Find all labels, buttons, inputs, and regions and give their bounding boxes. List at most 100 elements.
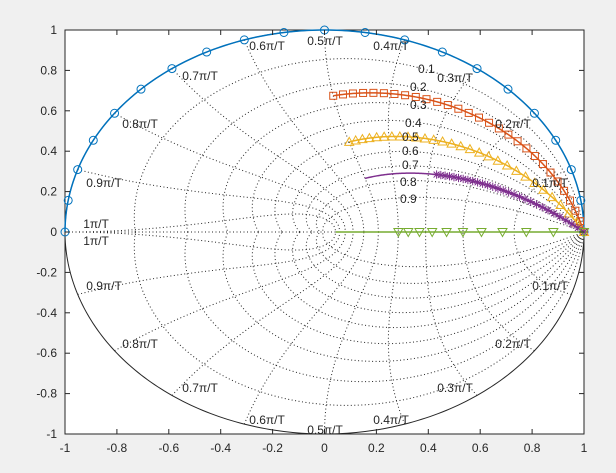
data-point	[509, 190, 519, 199]
data-point	[526, 197, 535, 206]
data-point	[503, 84, 513, 94]
data-point	[546, 191, 558, 202]
series-layer	[60, 25, 590, 238]
wn-label-upper: 0.9π/T	[86, 176, 122, 190]
data-point	[455, 140, 467, 151]
wn-label-lower: 0.3π/T	[437, 381, 473, 395]
data-point	[472, 64, 482, 74]
y-tick-label: 0.4	[40, 144, 57, 158]
data-point	[454, 173, 463, 183]
zeta-curve-upper	[305, 165, 585, 233]
wn-curve-lower	[513, 231, 572, 295]
x-tick-label: 1	[581, 441, 588, 455]
wn-label-lower: 0.7π/T	[182, 381, 218, 395]
data-point	[359, 88, 368, 97]
wn-label-upper: 0.7π/T	[182, 69, 218, 83]
wn-label-upper: 0.6π/T	[249, 39, 285, 53]
data-point	[110, 108, 120, 118]
data-point	[548, 228, 559, 238]
data-point	[560, 186, 569, 195]
data-point	[432, 170, 441, 179]
data-point	[476, 228, 487, 238]
y-tick-label: -0.6	[36, 346, 57, 360]
data-point	[239, 35, 249, 45]
data-point	[522, 144, 531, 153]
wn-curve-upper	[171, 68, 354, 233]
data-point	[463, 175, 473, 185]
data-point	[529, 177, 540, 187]
x-tick-label: 0.8	[524, 441, 541, 455]
data-point	[348, 89, 357, 98]
data-point	[530, 151, 539, 160]
data-point	[555, 199, 566, 210]
data-point	[573, 223, 583, 233]
data-point	[566, 196, 575, 205]
data-point	[492, 155, 504, 165]
y-tick-label: -0.4	[36, 306, 57, 320]
wn-label-lower: 0.9π/T	[86, 279, 122, 293]
y-tick-label: -0.8	[36, 387, 57, 401]
data-point	[464, 143, 476, 154]
wn-label-lower: 1π/T	[83, 234, 109, 248]
data-point	[483, 150, 494, 161]
x-tick-label: 0	[321, 441, 328, 455]
y-tick-label: -0.2	[36, 265, 57, 279]
data-point	[513, 137, 522, 146]
wn-label-upper: 0.5π/T	[307, 34, 343, 48]
data-point	[379, 89, 388, 98]
zeta-curve-lower	[222, 231, 585, 362]
data-point	[443, 101, 452, 110]
zeta-curve-lower	[133, 231, 585, 406]
data-point	[73, 165, 83, 175]
zeta-label: 0.7	[402, 158, 419, 172]
data-point	[390, 89, 399, 98]
data-point	[485, 118, 494, 127]
zeta-curve-upper	[133, 58, 585, 233]
wn-label-lower: 0.4π/T	[373, 413, 409, 427]
data-point	[279, 27, 289, 37]
data-point	[555, 212, 565, 221]
data-point	[394, 130, 406, 141]
data-point	[483, 180, 492, 190]
data-point	[63, 195, 73, 205]
data-point	[494, 124, 503, 133]
data-point	[561, 216, 571, 225]
data-point	[571, 206, 580, 215]
data-point	[371, 131, 382, 142]
zeta-label: 0.9	[400, 192, 417, 206]
data-point	[433, 97, 442, 106]
data-point	[428, 134, 440, 144]
zeta-curve-upper	[184, 81, 585, 233]
axis-ticks: -1 -0.8 -0.6 -0.4 -0.2 0 0.2 0.4 0.6 0.8 110.80.60…	[36, 23, 587, 455]
x-tick-label: -0.6	[158, 441, 179, 455]
data-point	[401, 91, 410, 100]
wn-label-upper: 0.1π/T	[532, 176, 568, 190]
data-point	[357, 133, 368, 144]
data-point	[419, 132, 431, 143]
data-point	[458, 174, 468, 184]
wn-curve-lower	[425, 231, 478, 396]
x-tick-label: -1	[60, 441, 71, 455]
wn-label-upper: 0.2π/T	[495, 117, 531, 131]
wn-label-lower: 0.6π/T	[249, 413, 285, 427]
data-point	[364, 132, 375, 143]
data-point	[538, 184, 549, 194]
data-point	[393, 228, 404, 238]
data-point	[473, 178, 482, 187]
data-point	[532, 200, 541, 209]
data-point	[402, 131, 414, 141]
zeta-curve-lower	[305, 231, 585, 299]
wn-curve-lower	[324, 231, 379, 435]
data-point	[563, 207, 575, 218]
data-point	[136, 84, 146, 94]
data-point	[400, 35, 410, 45]
data-point	[422, 95, 431, 104]
data-point	[411, 92, 420, 101]
x-tick-label: 0.2	[368, 441, 385, 455]
data-point	[402, 228, 414, 238]
data-point	[360, 27, 370, 37]
data-point	[474, 113, 483, 122]
data-point	[343, 136, 355, 146]
x-tick-label: 0.4	[420, 441, 437, 455]
